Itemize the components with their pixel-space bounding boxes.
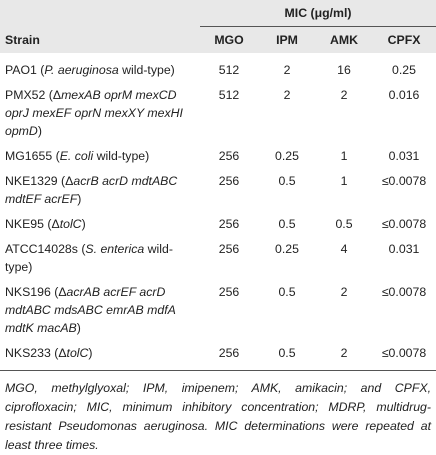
- mic-cell: 0.25: [392, 63, 416, 77]
- strain-text: ): [88, 346, 93, 360]
- strain-text: wild-type): [5, 242, 173, 274]
- strain-text: ): [76, 321, 81, 335]
- mic-cell: 2: [283, 63, 291, 77]
- mic-cell: 16: [337, 63, 351, 77]
- mic-cell: 0.016: [388, 88, 420, 102]
- strain-text: acrB acrD mdtABC mdtEF acrEF: [5, 174, 178, 206]
- strain-cell: NKE1329 (ΔacrB acrD mdtABC mdtEF acrEF): [0, 169, 200, 212]
- strain-text: wild-type): [118, 63, 175, 77]
- mic-cell: 1: [340, 149, 348, 163]
- strain-text: ): [37, 124, 42, 138]
- mic-cell: 512: [218, 88, 240, 102]
- mic-cell: 0.5: [335, 217, 353, 231]
- strain-cell: MG1655 (E. coli wild-type): [0, 144, 200, 169]
- footnote: MGO, methylglyoxal; IPM, imipenem; AMK, …: [5, 381, 431, 452]
- mic-cell: 0.5: [258, 341, 316, 371]
- strain-text: MG1655 (: [5, 149, 60, 163]
- strain-text: NKE95 (Δ: [5, 217, 60, 231]
- mic-cell: 512: [218, 63, 240, 77]
- table-row: NKE1329 (ΔacrB acrD mdtABC mdtEF acrEF) 2…: [0, 169, 436, 212]
- mic-cell: 2: [340, 285, 348, 299]
- mic-cell: 256: [218, 174, 240, 188]
- column-header: Strain: [5, 32, 40, 47]
- strain-cell: PMX52 (ΔmexAB oprM mexCD oprJ mexEF oprN…: [0, 83, 200, 144]
- column-header: IPM: [276, 33, 298, 47]
- table-row: NKS196 (ΔacrAB acrEF acrD mdtABC mdsABC …: [0, 280, 436, 341]
- mic-cell: 0.25: [275, 242, 299, 256]
- strain-text: tolC: [59, 217, 82, 231]
- table-row: PMX52 (ΔmexAB oprM mexCD oprJ mexEF oprN…: [0, 83, 436, 144]
- mic-cell: ≤0.0078: [381, 217, 427, 231]
- mic-table: MIC (μg/ml) Strain MGO IPM AMK CPFX PAO1 (P.…: [0, 0, 436, 371]
- strain-cell: PAO1 (P. aeruginosa wild-type): [0, 53, 200, 83]
- strain-text: ): [81, 217, 86, 231]
- mic-cell: 0.031: [388, 149, 420, 163]
- mic-cell: 0.5: [278, 217, 296, 231]
- strain-text: E. coli: [59, 149, 94, 163]
- strain-text: tolC: [66, 346, 89, 360]
- mic-cell: 0.5: [278, 174, 296, 188]
- group-header: MIC (μg/ml): [200, 0, 436, 27]
- mic-cell: ≤0.0078: [372, 341, 436, 371]
- mic-cell: 256: [218, 242, 240, 256]
- mic-cell: 256: [218, 285, 240, 299]
- column-header: MGO: [214, 33, 244, 47]
- table-row: NKE95 (ΔtolC) 256 0.5 0.5 ≤0.0078: [0, 212, 436, 237]
- table-row: ATCC14028s (S. enterica wild-type) 256 0.2…: [0, 237, 436, 280]
- strain-text: PAO1 (: [5, 63, 45, 77]
- strain-text: acrAB acrEF acrD mdtABC mdsABC emrAB mdf…: [5, 285, 176, 335]
- strain-text: NKS233 (Δ: [5, 346, 67, 360]
- column-header: AMK: [329, 33, 358, 47]
- strain-cell: ATCC14028s (S. enterica wild-type): [0, 237, 200, 280]
- strain-cell: NKS196 (ΔacrAB acrEF acrD mdtABC mdsABC …: [0, 280, 200, 341]
- mic-cell: 0.031: [388, 242, 420, 256]
- table-row: NKS233 (ΔtolC) 256 0.5 2 ≤0.0078: [0, 341, 436, 371]
- strain-text: ): [77, 192, 82, 206]
- mic-cell: ≤0.0078: [381, 174, 427, 188]
- strain-text: P. aeruginosa: [44, 63, 119, 77]
- strain-text: wild-type): [93, 149, 150, 163]
- mic-cell: 2: [340, 88, 348, 102]
- mic-cell: 4: [340, 242, 348, 256]
- mic-cell: 256: [218, 149, 240, 163]
- table-row: MG1655 (E. coli wild-type) 256 0.25 1 0.031: [0, 144, 436, 169]
- strain-cell: NKE95 (ΔtolC): [0, 212, 200, 237]
- mic-cell: 256: [218, 217, 240, 231]
- strain-text: PMX52 (Δ: [5, 88, 62, 102]
- strain-text: S. enterica: [85, 242, 145, 256]
- strain-cell: NKS233 (ΔtolC): [0, 341, 200, 371]
- mic-cell: 1: [340, 174, 348, 188]
- column-header: CPFX: [387, 33, 421, 47]
- table-header: MIC (μg/ml) Strain MGO IPM AMK CPFX: [0, 0, 436, 53]
- strain-text: NKS196 (Δ: [5, 285, 67, 299]
- mic-cell: 0.25: [275, 149, 299, 163]
- strain-text: mexAB oprM mexCD oprJ mexEF oprN mexXY m…: [5, 88, 183, 138]
- table-row: PAO1 (P. aeruginosa wild-type) 512 2 16 0.25: [0, 53, 436, 83]
- strain-text: NKE1329 (Δ: [5, 174, 74, 188]
- mic-cell: 2: [283, 88, 291, 102]
- mic-cell: 2: [316, 341, 372, 371]
- mic-cell: ≤0.0078: [381, 285, 427, 299]
- mic-cell: 256: [200, 341, 258, 371]
- mic-cell: 0.5: [278, 285, 296, 299]
- strain-text: ATCC14028s (: [5, 242, 86, 256]
